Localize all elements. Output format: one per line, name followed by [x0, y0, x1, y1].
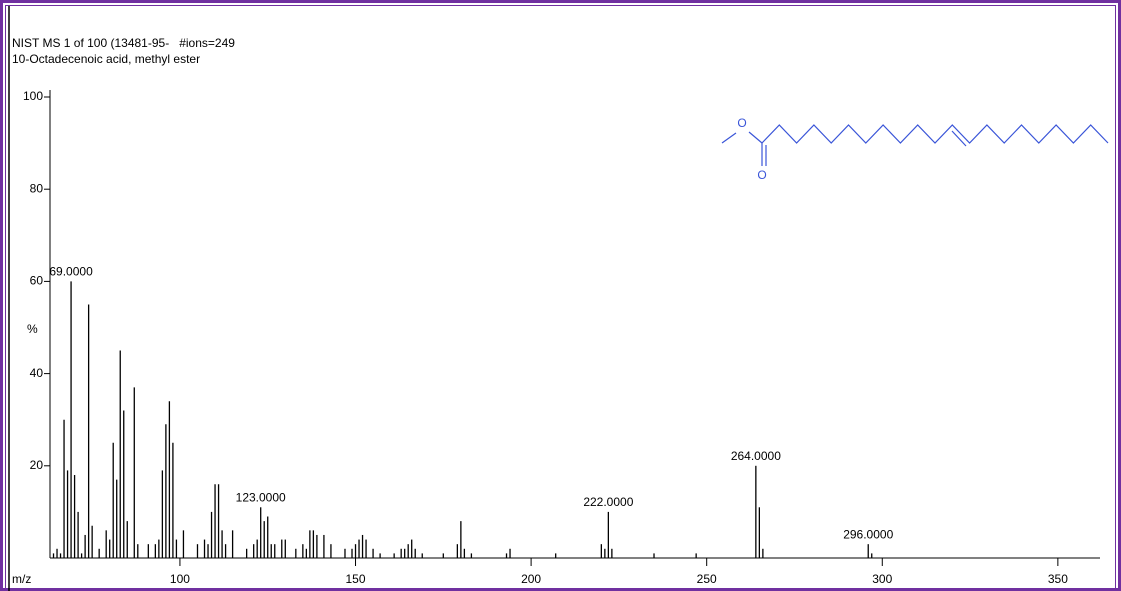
y-tick-label: 100: [23, 89, 43, 103]
atom-label: O: [757, 168, 766, 182]
chart-title: NIST MS 1 of 100 (13481-95- #ions=249: [12, 36, 235, 50]
x-tick-label: 250: [697, 572, 717, 586]
x-tick-label: 150: [346, 572, 366, 586]
peak-label: 222.0000: [583, 495, 633, 509]
peak-label: 264.0000: [731, 449, 781, 463]
y-axis-label: %: [27, 322, 38, 336]
x-tick-label: 200: [521, 572, 541, 586]
structure: O O: [721, 116, 1109, 182]
chart-subtitle: 10-Octadecenoic acid, methyl ester: [12, 52, 200, 66]
peak-label: 296.0000: [843, 527, 893, 541]
bond: [721, 132, 737, 144]
x-tick-label: 300: [872, 572, 892, 586]
bond: [748, 131, 763, 144]
peak-label: 123.0000: [236, 490, 286, 504]
y-tick-label: 80: [30, 181, 44, 195]
peak-label: 69.0000: [49, 265, 93, 279]
y-tick-label: 60: [30, 274, 44, 288]
frame-inner: [5, 5, 1116, 590]
y-tick-label: 20: [30, 458, 44, 472]
x-tick-label: 350: [1048, 572, 1068, 586]
bond: [951, 130, 967, 147]
x-axis-label: m/z: [12, 572, 31, 586]
chain: [761, 124, 1109, 144]
x-tick-label: 100: [170, 572, 190, 586]
y-tick-label: 40: [30, 366, 44, 380]
atom-label: O: [737, 116, 746, 130]
